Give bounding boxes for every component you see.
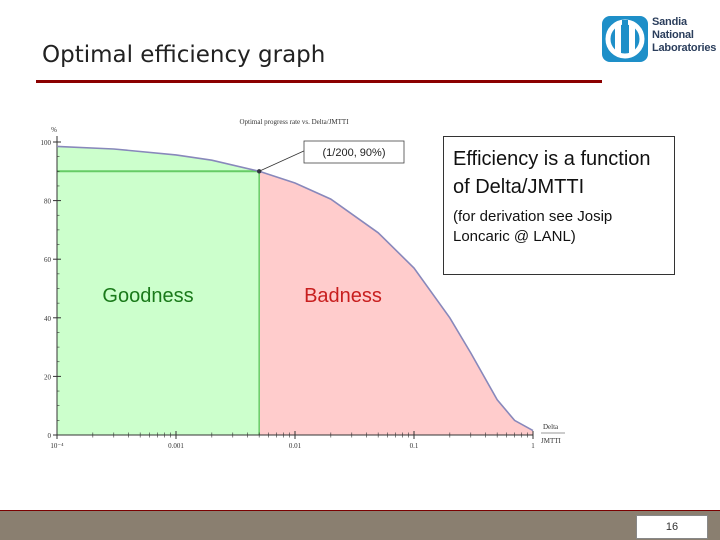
- logo-line: Sandia: [652, 16, 687, 28]
- footer-bar: [0, 511, 720, 540]
- logo-text: Sandia National Laboratories: [652, 16, 716, 55]
- title-rule: [36, 80, 602, 83]
- y-tick-label: 60: [44, 256, 52, 264]
- logo-line: Laboratories: [652, 42, 717, 54]
- y-tick-label: 0: [48, 432, 52, 440]
- logo-line: National: [652, 29, 694, 41]
- slide-title: Optimal efficiency graph: [42, 42, 326, 68]
- chart-title: Optimal progress rate vs. Delta/JMTTI: [239, 118, 349, 126]
- info-sub-text: (for derivation see Josip Loncaric @ LAN…: [453, 208, 613, 245]
- efficiency-curve: [56, 145, 534, 432]
- info-main-text: Efficiency is a function of Delta/JMTTI: [453, 148, 651, 198]
- page-number: 16: [636, 515, 708, 539]
- x-tick-label: 0.001: [168, 442, 184, 450]
- y-tick-label: 80: [44, 198, 52, 206]
- y-axis-label: %: [51, 126, 57, 134]
- x-tick-label: 10⁻⁴: [50, 442, 64, 450]
- goodness-region: [57, 146, 260, 435]
- callout-box: [303, 140, 405, 164]
- y-tick-label: 100: [41, 139, 52, 147]
- info-box: Efficiency is a function of Delta/JMTTI …: [443, 136, 675, 275]
- goodness-label: Goodness: [102, 285, 193, 307]
- badness-region: [259, 171, 533, 436]
- x-axis-label-bottom: JMTTI: [541, 437, 562, 445]
- x-tick-label: 0.1: [410, 442, 419, 450]
- x-tick-label: 1: [531, 442, 535, 450]
- x-tick-label: 0.01: [289, 442, 302, 450]
- sandia-logo-icon: [602, 16, 648, 62]
- callout-label: (1/200, 90%): [323, 147, 386, 159]
- y-tick-label: 40: [44, 315, 52, 323]
- x-axis-label-top: Delta: [543, 423, 559, 431]
- y-tick-label: 20: [44, 373, 52, 381]
- callout-leader: [259, 149, 307, 172]
- badness-label: Badness: [304, 285, 382, 307]
